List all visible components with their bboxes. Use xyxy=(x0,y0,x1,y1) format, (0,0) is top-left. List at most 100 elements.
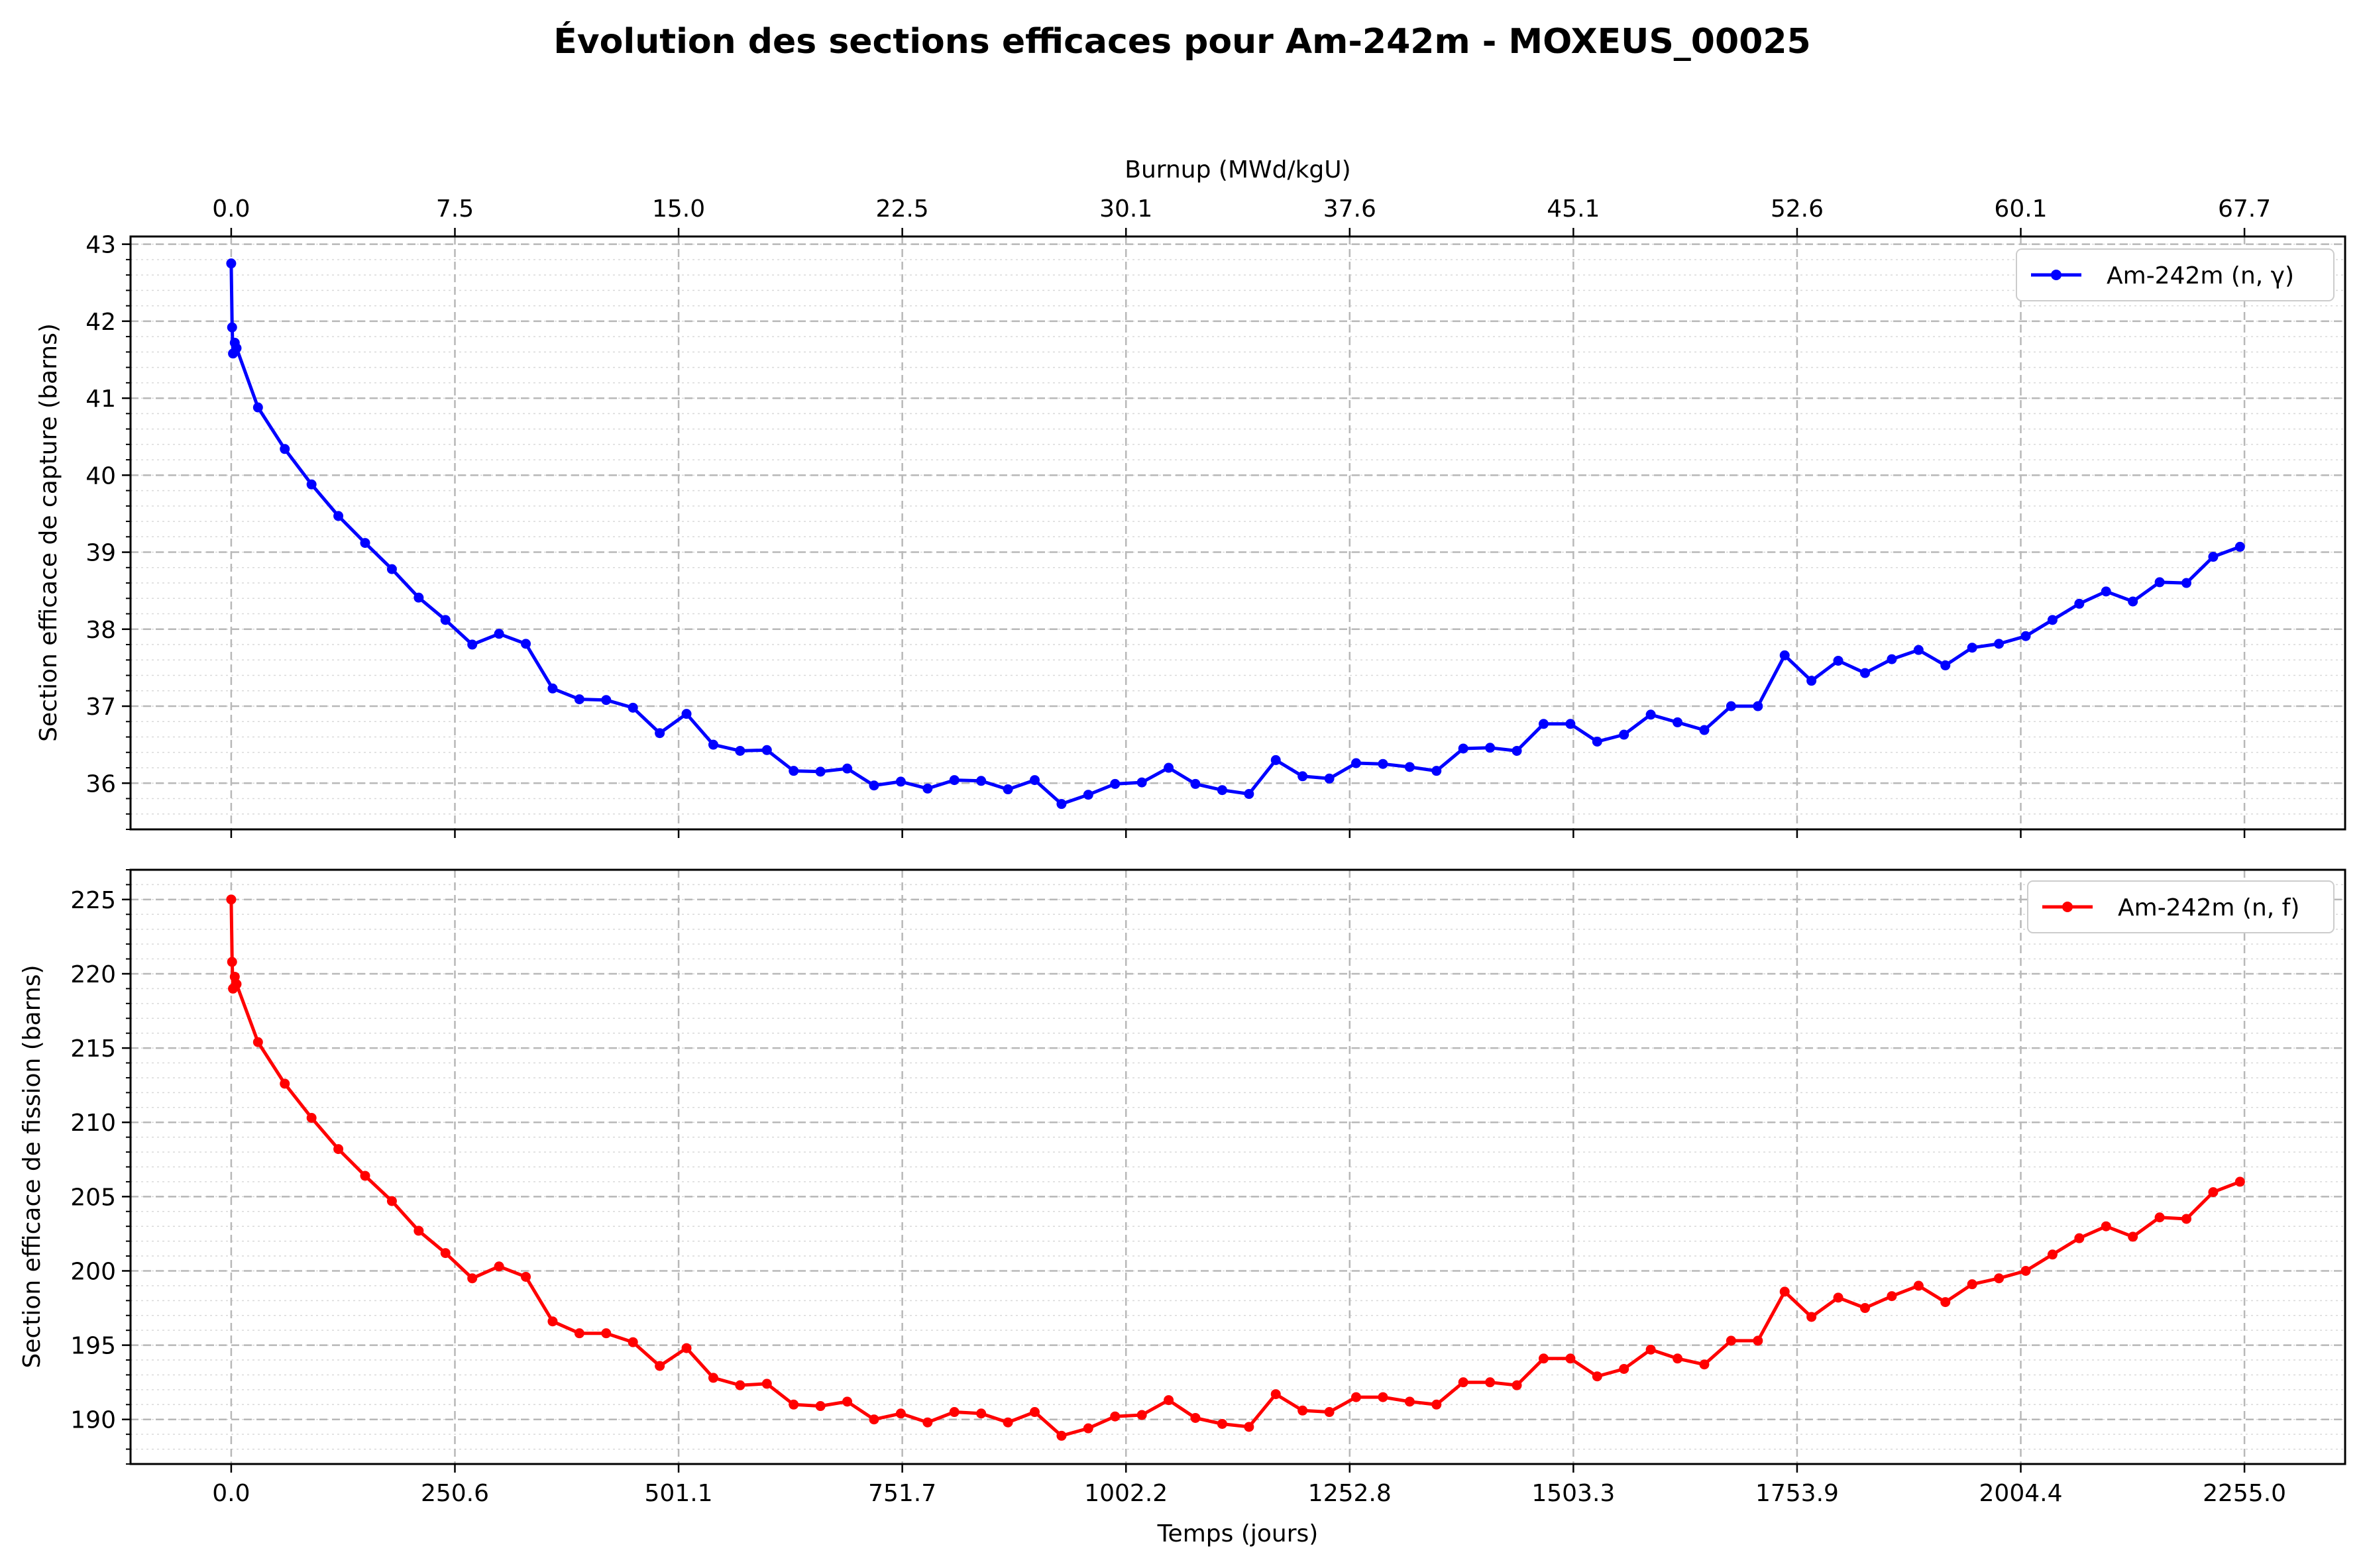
capture-data-point xyxy=(681,709,692,719)
capture-data-point xyxy=(949,775,960,786)
capture-x2-axis-label: Burnup (MWd/kgU) xyxy=(1125,156,1350,183)
capture-x2-tick-label: 30.1 xyxy=(1099,195,1152,223)
capture-x2-tick-label: 60.1 xyxy=(1994,195,2047,223)
fission-data-point xyxy=(1404,1396,1415,1407)
fission-x-tick-label: 250.6 xyxy=(421,1480,489,1507)
capture-panel: 36 37 38 39 40 41 42 43 0.0 7.5 15.0 22.5 30.1 37.6 45… xyxy=(35,156,2346,838)
fission-data-point xyxy=(2154,1212,2165,1223)
fission-x-tick-label: 1503.3 xyxy=(1531,1480,1615,1507)
capture-data-point xyxy=(789,766,799,776)
capture-data-point xyxy=(1244,789,1254,800)
fission-grid xyxy=(131,869,2345,1465)
capture-data-point xyxy=(761,745,772,755)
capture-data-point xyxy=(1458,743,1468,754)
fission-data-point xyxy=(2101,1221,2111,1231)
capture-data-point xyxy=(1485,743,1496,753)
capture-data-point xyxy=(1699,725,1710,735)
capture-x2-tick-label: 37.6 xyxy=(1323,195,1376,223)
fission-data-point xyxy=(681,1343,692,1353)
capture-data-point xyxy=(2074,598,2085,609)
fission-y-tick-label: 210 xyxy=(70,1110,116,1137)
fission-data-point xyxy=(1270,1389,1281,1400)
fission-data-point xyxy=(1673,1353,1683,1364)
capture-data-point xyxy=(306,479,317,490)
capture-y-tick-label: 40 xyxy=(85,462,116,490)
capture-data-point xyxy=(628,702,638,713)
fission-data-point xyxy=(1190,1412,1201,1423)
capture-data-point xyxy=(1029,775,1040,786)
fission-data-point xyxy=(1940,1297,1951,1308)
fission-data-point xyxy=(1619,1363,1629,1374)
capture-y-tick-label: 36 xyxy=(85,770,116,798)
capture-data-point xyxy=(280,444,290,454)
capture-data-point xyxy=(1994,639,2005,649)
capture-series-line xyxy=(229,263,2241,806)
capture-data-point xyxy=(708,739,718,750)
capture-data-point xyxy=(1003,784,1013,795)
fission-data-point xyxy=(306,1112,317,1123)
capture-data-point xyxy=(1753,701,1763,711)
fission-x-tick-label: 2004.4 xyxy=(1979,1480,2063,1507)
fission-data-point xyxy=(708,1373,718,1383)
capture-y-tick-label: 43 xyxy=(85,232,116,259)
fission-data-point xyxy=(895,1408,906,1419)
capture-data-point xyxy=(227,322,237,333)
capture-data-point xyxy=(1512,745,1522,756)
fission-x-axis-label: Temps (jours) xyxy=(1157,1520,1319,1547)
fission-data-point xyxy=(628,1337,638,1347)
capture-y-tick-label: 38 xyxy=(85,617,116,644)
fission-data-point xyxy=(601,1328,612,1339)
fission-data-point xyxy=(1485,1377,1496,1388)
fission-data-point xyxy=(547,1316,558,1327)
fission-legend-box xyxy=(2027,880,2335,933)
fission-data-point xyxy=(333,1144,344,1155)
capture-x2-tick-label: 45.1 xyxy=(1547,195,1600,223)
capture-data-point xyxy=(1190,778,1201,789)
fission-data-point xyxy=(1699,1359,1710,1370)
capture-data-point xyxy=(1351,758,1362,768)
fission-data-point xyxy=(2020,1265,2031,1276)
capture-data-point xyxy=(1565,719,1576,729)
fission-data-point xyxy=(1164,1395,1174,1406)
fission-data-point xyxy=(1887,1291,1897,1302)
fission-data-point xyxy=(976,1408,987,1419)
capture-data-point xyxy=(1217,785,1227,796)
capture-data-point xyxy=(547,683,558,694)
capture-legend-box xyxy=(2016,248,2335,301)
fission-panel: 190 195 200 205 210 215 220 225 0.0 250.6 501.1 751… xyxy=(19,868,2346,1547)
fission-data-point xyxy=(440,1248,451,1259)
capture-data-point xyxy=(1673,717,1683,727)
capture-data-point xyxy=(842,763,853,774)
fission-y-tick-label: 205 xyxy=(70,1184,116,1211)
capture-x2-tick-label: 15.0 xyxy=(652,195,705,223)
fission-data-point xyxy=(2128,1231,2138,1242)
fission-data-point xyxy=(226,894,237,905)
fission-y-tick-label: 215 xyxy=(70,1035,116,1063)
fission-data-point xyxy=(2234,1176,2245,1187)
fission-data-point xyxy=(1779,1286,1790,1297)
capture-data-point xyxy=(521,639,531,649)
fission-x-tick-label: 2255.0 xyxy=(2203,1480,2286,1507)
capture-data-point xyxy=(1940,660,1951,670)
capture-x2-tick-label: 0.0 xyxy=(212,195,250,223)
fission-x-tick-label: 751.7 xyxy=(868,1480,936,1507)
capture-x2-tick-label: 22.5 xyxy=(876,195,929,223)
capture-data-point xyxy=(467,639,478,650)
fission-data-point xyxy=(869,1414,879,1425)
capture-data-point xyxy=(1833,655,1843,666)
fission-data-point xyxy=(1859,1303,1870,1314)
fission-data-point xyxy=(1994,1273,2005,1284)
fission-y-tick-label: 225 xyxy=(70,887,116,914)
capture-data-point xyxy=(440,615,451,625)
capture-data-point xyxy=(1645,709,1656,720)
capture-data-layer xyxy=(226,258,2245,810)
fission-data-point xyxy=(1512,1380,1522,1390)
capture-legend: Am-242m (n, γ) xyxy=(2016,248,2335,301)
fission-data-point xyxy=(1645,1344,1656,1355)
capture-data-point xyxy=(815,766,826,777)
capture-legend-marker xyxy=(2051,270,2062,280)
capture-data-point xyxy=(2020,631,2031,641)
capture-data-point xyxy=(1404,762,1415,772)
fission-data-point xyxy=(1083,1423,1093,1434)
